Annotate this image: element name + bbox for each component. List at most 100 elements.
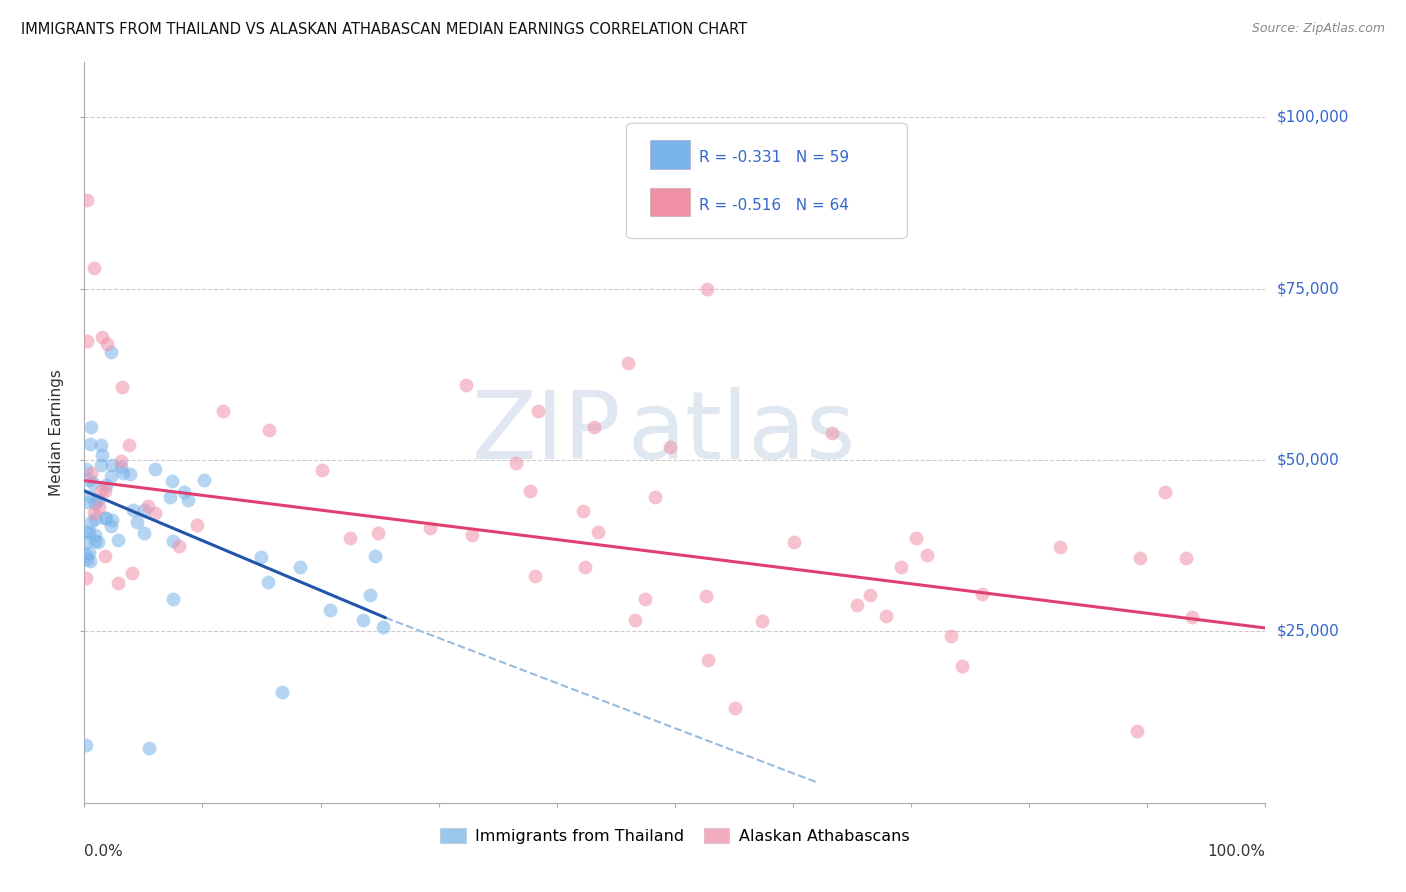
Point bbox=[1049, 540, 1071, 554]
Point bbox=[193, 473, 215, 487]
Point bbox=[101, 513, 124, 527]
Point bbox=[75, 548, 97, 562]
Point bbox=[904, 531, 927, 545]
Point bbox=[76, 193, 98, 207]
Point bbox=[1181, 610, 1204, 624]
Point bbox=[257, 423, 280, 437]
Point bbox=[143, 462, 166, 476]
Point bbox=[859, 588, 882, 602]
Point bbox=[696, 282, 718, 296]
Text: R = -0.331   N = 59: R = -0.331 N = 59 bbox=[700, 150, 849, 165]
Point bbox=[107, 533, 129, 548]
Point bbox=[94, 549, 117, 564]
Point bbox=[101, 458, 124, 473]
Point bbox=[339, 532, 361, 546]
Point bbox=[271, 685, 294, 699]
Point bbox=[526, 404, 548, 418]
Point bbox=[75, 571, 97, 585]
Point bbox=[80, 515, 103, 529]
Point bbox=[1126, 723, 1149, 738]
Point bbox=[132, 502, 155, 516]
Point bbox=[84, 512, 107, 526]
Point bbox=[83, 528, 105, 542]
Point bbox=[624, 614, 647, 628]
Point bbox=[107, 576, 129, 591]
Point bbox=[93, 511, 115, 525]
Point bbox=[751, 614, 773, 628]
Point bbox=[875, 609, 897, 624]
Text: ZIP: ZIP bbox=[472, 386, 621, 479]
Point bbox=[110, 459, 132, 474]
Point bbox=[352, 613, 374, 627]
Point bbox=[972, 587, 994, 601]
Point bbox=[91, 329, 114, 343]
Point bbox=[519, 484, 541, 499]
Point bbox=[79, 553, 101, 567]
Point bbox=[77, 473, 100, 487]
Point bbox=[617, 355, 640, 369]
Point bbox=[83, 534, 105, 549]
Text: $50,000: $50,000 bbox=[1277, 452, 1340, 467]
Point bbox=[96, 336, 118, 351]
Text: R = -0.516   N = 64: R = -0.516 N = 64 bbox=[700, 198, 849, 213]
Point bbox=[118, 467, 141, 482]
Point bbox=[846, 598, 869, 612]
Point bbox=[75, 525, 97, 540]
Point bbox=[79, 489, 101, 503]
Point bbox=[94, 484, 117, 499]
Point bbox=[100, 344, 122, 359]
Point bbox=[212, 404, 235, 418]
Text: $75,000: $75,000 bbox=[1277, 281, 1340, 296]
Text: $25,000: $25,000 bbox=[1277, 624, 1340, 639]
Point bbox=[77, 495, 100, 509]
Point bbox=[367, 526, 389, 541]
Point bbox=[257, 574, 280, 589]
Point bbox=[79, 546, 101, 560]
Point bbox=[159, 490, 181, 504]
Point bbox=[100, 519, 122, 533]
Point bbox=[162, 533, 184, 548]
Point bbox=[79, 525, 101, 540]
Point bbox=[633, 592, 655, 607]
Point bbox=[83, 261, 105, 276]
Point bbox=[364, 549, 387, 563]
Point bbox=[724, 701, 747, 715]
Point bbox=[83, 506, 105, 520]
Point bbox=[782, 534, 804, 549]
Point bbox=[697, 653, 720, 667]
Point bbox=[80, 420, 103, 434]
Point bbox=[75, 738, 97, 752]
Point bbox=[373, 620, 395, 634]
Point bbox=[572, 503, 595, 517]
Point bbox=[138, 741, 160, 756]
Point bbox=[505, 456, 527, 470]
Point bbox=[90, 438, 112, 452]
Text: IMMIGRANTS FROM THAILAND VS ALASKAN ATHABASCAN MEDIAN EARNINGS CORRELATION CHART: IMMIGRANTS FROM THAILAND VS ALASKAN ATHA… bbox=[21, 22, 747, 37]
Point bbox=[84, 496, 107, 510]
Text: atlas: atlas bbox=[627, 386, 856, 479]
Point bbox=[121, 566, 143, 580]
Point bbox=[173, 485, 195, 500]
Point bbox=[288, 560, 311, 574]
Point bbox=[890, 560, 912, 574]
Text: $100,000: $100,000 bbox=[1277, 110, 1348, 125]
Point bbox=[132, 526, 155, 541]
Point bbox=[80, 466, 103, 480]
Point bbox=[524, 568, 547, 582]
Point bbox=[319, 603, 342, 617]
Point bbox=[82, 476, 104, 491]
Point bbox=[950, 659, 973, 673]
Point bbox=[75, 462, 97, 476]
Point bbox=[456, 377, 478, 392]
Point bbox=[96, 511, 118, 525]
Point bbox=[461, 528, 484, 542]
Point bbox=[90, 483, 112, 498]
Point bbox=[143, 506, 166, 520]
Point bbox=[588, 524, 610, 539]
Point bbox=[118, 438, 141, 452]
Y-axis label: Median Earnings: Median Earnings bbox=[49, 369, 65, 496]
Point bbox=[941, 629, 963, 643]
Point bbox=[76, 334, 98, 348]
Point bbox=[136, 499, 159, 513]
Point bbox=[177, 493, 200, 508]
